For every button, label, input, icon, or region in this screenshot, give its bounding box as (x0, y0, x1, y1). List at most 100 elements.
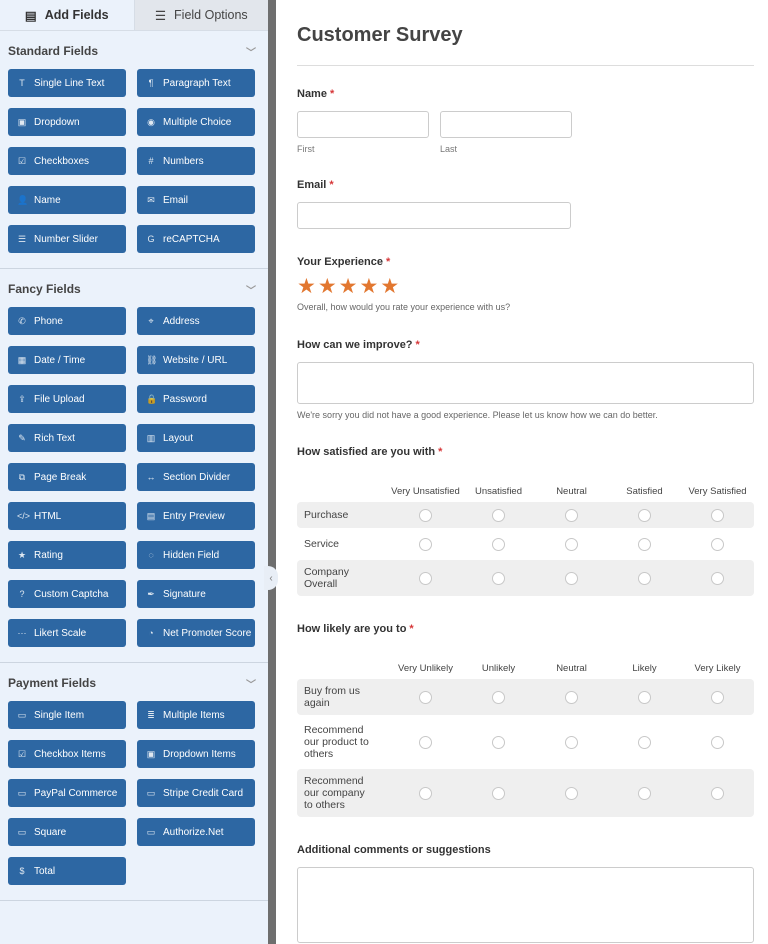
numbers-button[interactable]: # Numbers (137, 147, 255, 175)
chevron-down-icon[interactable]: ﹀ (246, 47, 256, 59)
stripe-credit-card-button[interactable]: ▭ Stripe Credit Card (137, 779, 255, 807)
radio-button[interactable] (638, 571, 651, 585)
radio-button[interactable] (565, 735, 578, 749)
custom-captcha-button[interactable]: ? Custom Captcha (8, 580, 126, 608)
phone-button[interactable]: ✆ Phone (8, 307, 126, 335)
matrix-cell (389, 502, 462, 528)
row-label: Company Overall (297, 560, 389, 596)
radio-button[interactable] (711, 735, 724, 749)
hidden-field-button[interactable]: ◌ Hidden Field (137, 541, 255, 569)
radio-button[interactable] (419, 786, 432, 800)
radio-button[interactable] (638, 786, 651, 800)
checkbox-items-button[interactable]: ☑ Checkbox Items (8, 740, 126, 768)
star-icon[interactable]: ★ (297, 275, 316, 298)
field-button-label: Dropdown (34, 116, 80, 128)
comments-textarea[interactable] (297, 867, 754, 943)
total-button[interactable]: $ Total (8, 857, 126, 885)
tab-add-fields[interactable]: ▤ Add Fields (0, 0, 134, 30)
section-header[interactable]: Fancy Fields ﹀ (8, 269, 260, 307)
section-header[interactable]: Standard Fields ﹀ (8, 31, 260, 69)
section-header[interactable]: Payment Fields ﹀ (8, 663, 260, 701)
radio-button[interactable] (492, 571, 505, 585)
date-time-button[interactable]: ▦ Date / Time (8, 346, 126, 374)
star-icon[interactable]: ★ (317, 275, 337, 298)
radio-button[interactable] (565, 571, 578, 585)
paypal-commerce-button[interactable]: ▭ PayPal Commerce (8, 779, 126, 807)
email-field: Email * (297, 179, 754, 229)
layout-button[interactable]: ▥ Layout (137, 424, 255, 452)
checkboxes-button[interactable]: ☑ Checkboxes (8, 147, 126, 175)
square-button[interactable]: ▭ Square (8, 818, 126, 846)
dropdown-items-button[interactable]: ▣ Dropdown Items (137, 740, 255, 768)
field-icon: 🔒 (146, 393, 158, 404)
radio-button[interactable] (711, 690, 724, 704)
radio-button[interactable] (492, 735, 505, 749)
radio-button[interactable] (419, 735, 432, 749)
matrix-corner (297, 646, 389, 676)
field-button-label: Single Item (34, 709, 85, 721)
improve-textarea[interactable] (297, 362, 754, 404)
radio-button[interactable] (419, 537, 432, 551)
single-line-text-button[interactable]: T Single Line Text (8, 69, 126, 97)
radio-button[interactable] (419, 571, 432, 585)
radio-button[interactable] (711, 508, 724, 522)
radio-button[interactable] (565, 508, 578, 522)
rating-button[interactable]: ★ Rating (8, 541, 126, 569)
html-button[interactable]: </> HTML (8, 502, 126, 530)
name-button[interactable]: 👤 Name (8, 186, 126, 214)
radio-button[interactable] (419, 690, 432, 704)
radio-button[interactable] (638, 735, 651, 749)
section-divider-button[interactable]: ↔ Section Divider (137, 463, 255, 491)
authorize-net-button[interactable]: ▭ Authorize.Net (137, 818, 255, 846)
radio-button[interactable] (492, 537, 505, 551)
website-url-button[interactable]: ⛓ Website / URL (137, 346, 255, 374)
star-rating[interactable]: ★ ★ ★ ★ ★ (297, 275, 754, 298)
email-button[interactable]: ✉ Email (137, 186, 255, 214)
tab-field-options[interactable]: ☰ Field Options (133, 0, 268, 30)
field-button-label: HTML (34, 510, 62, 522)
matrix-row: Recommend our company to others (297, 769, 754, 817)
multiple-choice-button[interactable]: ◉ Multiple Choice (137, 108, 255, 136)
chevron-down-icon[interactable]: ﹀ (246, 679, 256, 691)
star-icon[interactable]: ★ (359, 275, 379, 298)
radio-button[interactable] (492, 508, 505, 522)
radio-button[interactable] (711, 571, 724, 585)
page-break-button[interactable]: ⧉ Page Break (8, 463, 126, 491)
radio-button[interactable] (565, 690, 578, 704)
net-promoter-score-button[interactable]: ◔ Net Promoter Score (137, 619, 255, 647)
signature-button[interactable]: ✒ Signature (137, 580, 255, 608)
column-header: Very Unsatisfied (391, 486, 460, 497)
panel-divider[interactable] (268, 0, 276, 944)
single-item-button[interactable]: ▭ Single Item (8, 701, 126, 729)
radio-button[interactable] (565, 786, 578, 800)
radio-button[interactable] (711, 786, 724, 800)
radio-button[interactable] (492, 786, 505, 800)
password-button[interactable]: 🔒 Password (137, 385, 255, 413)
dropdown-button[interactable]: ▣ Dropdown (8, 108, 126, 136)
multiple-items-button[interactable]: ≣ Multiple Items (137, 701, 255, 729)
first-name-input[interactable] (297, 111, 429, 138)
radio-button[interactable] (711, 537, 724, 551)
chevron-down-icon[interactable]: ﹀ (246, 285, 256, 297)
column-header: Very Satisfied (688, 486, 747, 497)
section-title: Payment Fields (8, 676, 97, 690)
address-button[interactable]: ⌖ Address (137, 307, 255, 335)
radio-button[interactable] (638, 690, 651, 704)
number-slider-button[interactable]: ☰ Number Slider (8, 225, 126, 253)
rich-text-button[interactable]: ✎ Rich Text (8, 424, 126, 452)
radio-button[interactable] (565, 537, 578, 551)
paragraph-text-button[interactable]: ¶ Paragraph Text (137, 69, 255, 97)
email-input[interactable] (297, 202, 571, 229)
entry-preview-button[interactable]: ▤ Entry Preview (137, 502, 255, 530)
last-name-input[interactable] (440, 111, 572, 138)
radio-button[interactable] (638, 508, 651, 522)
radio-button[interactable] (492, 690, 505, 704)
radio-button[interactable] (638, 537, 651, 551)
collapse-sidebar-button[interactable]: ‹ (264, 566, 278, 590)
star-icon[interactable]: ★ (380, 275, 400, 298)
star-icon[interactable]: ★ (338, 275, 358, 298)
likert-scale-button[interactable]: ··· Likert Scale (8, 619, 126, 647)
file-upload-button[interactable]: ⇪ File Upload (8, 385, 126, 413)
radio-button[interactable] (419, 508, 432, 522)
